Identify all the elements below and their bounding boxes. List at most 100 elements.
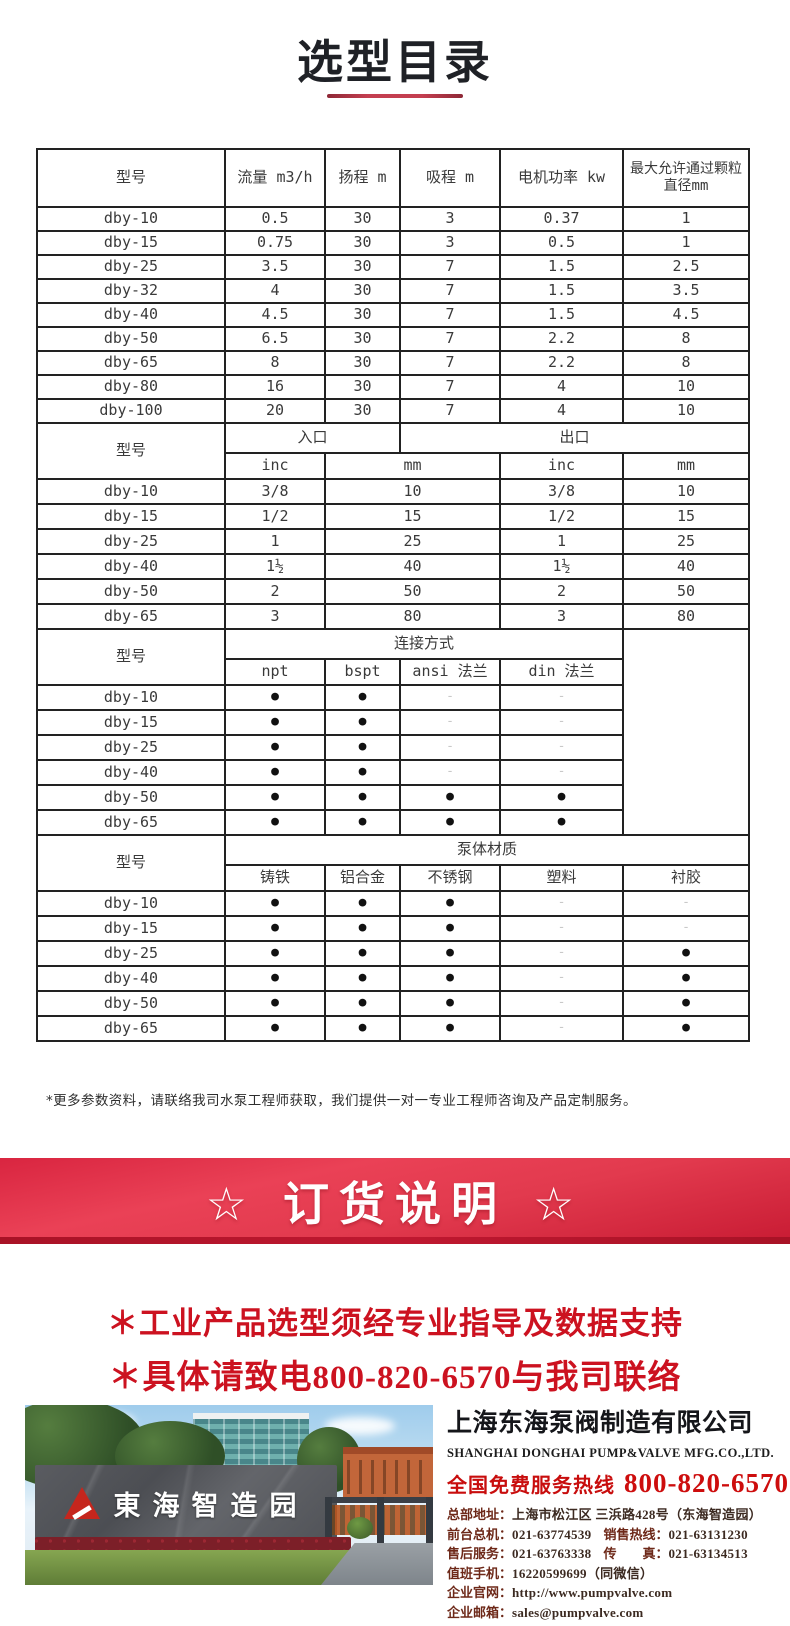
donghai-logo [63,1487,100,1520]
value-cell: - [399,734,501,761]
value-cell: 1/2 [224,503,326,530]
slogan-line-1: ＊工业产品选型须经专业指导及数据支持 [107,1306,683,1341]
value-cell: 3 [499,603,625,630]
value-cell: 30 [324,230,401,256]
value-cell: 7 [399,374,501,400]
value-cell: 0.75 [224,230,326,256]
orange-building [343,1447,433,1500]
header-model: 型号 [36,148,226,208]
value-cell: 30 [324,254,401,280]
value-cell: 7 [399,254,501,280]
value-cell: 30 [324,206,401,232]
header-stainless: 不锈钢 [399,864,501,892]
value-cell: ● [399,890,501,917]
value-cell: 3.5 [622,278,750,304]
value-cell: ● [224,1015,326,1042]
value-cell: 15 [323,503,502,530]
value-cell: ● [224,965,326,992]
header-model: 型号 [36,628,226,686]
header-particle: 最大允许通过颗粒直径mm [622,148,750,208]
model-cell: dby-40 [36,759,226,786]
header-inlet-inc: inc [224,452,326,480]
value-cell: - [621,890,751,917]
value-cell: ● [224,809,326,836]
table-row: dby-40 ● ● ● - ● [36,965,751,992]
model-cell: dby-40 [36,302,226,328]
flower-hedge [35,1537,351,1553]
value-cell: 4 [224,278,326,304]
value-cell: 40 [622,553,751,580]
header-rubber-lined: 衬胶 [621,864,751,892]
empty-cell [622,628,751,836]
contact-lines: 总部地址：上海市松江区 三浜路428号（东海智造园） 前台总机：021-6377… [447,1505,765,1622]
value-cell: 8 [622,326,750,352]
value-cell: - [498,734,625,761]
value-cell: 7 [399,326,501,352]
value-cell: 20 [224,398,326,424]
value-cell: 30 [324,326,401,352]
header-suction: 吸程 m [399,148,501,208]
contact-phones-2: 售后服务：021-63763338 传 真：021-63134513 [447,1546,748,1561]
entrance-gate [325,1497,433,1543]
value-cell: 30 [324,374,401,400]
value-cell: ● [224,784,326,811]
table-row: dby-25 3.5 30 7 1.5 2.5 [36,254,750,280]
value-cell: 30 [324,302,401,328]
table-row: dby-50 2 50 2 50 [36,578,751,605]
wall-sign-text: 東海智造园 [113,1490,309,1522]
model-cell: dby-15 [36,709,226,736]
value-cell: - [498,684,625,711]
slogan-line-2: ＊具体请致电800-820-6570与我司联络 [108,1360,682,1396]
table-row: dby-40 1½ 40 1½ 40 [36,553,751,580]
value-cell: 10 [323,478,502,505]
company-name-en: SHANGHAI DONGHAI PUMP&VALVE MFG.CO.,LTD. [447,1446,775,1460]
value-cell: - [499,940,624,967]
value-cell: 3 [399,206,501,232]
value-cell: ● [324,759,401,786]
value-cell: 2 [499,578,625,605]
table-row: dby-65 ● ● ● - ● [36,1015,751,1042]
header-inlet-mm: mm [323,452,502,480]
header-outlet-inc: inc [499,452,625,480]
material-table: 型号 泵体材质 铸铁 铝合金 不锈钢 塑料 衬胶 dby-10 ● ● ● - - dby-… [36,834,751,1042]
model-cell: dby-25 [36,254,226,280]
model-cell: dby-65 [36,809,226,836]
model-cell: dby-65 [36,603,226,630]
spec-table: 型号 流量 m3/h 扬程 m 吸程 m 电机功率 kw 最大允许通过颗粒直径m… [36,148,750,424]
value-cell: 15 [622,503,751,530]
value-cell: 50 [323,578,502,605]
value-cell: ● [224,759,326,786]
value-cell: 1.5 [499,278,624,304]
table-row: dby-80 16 30 7 4 10 [36,374,750,400]
hotline-label: 全国免费服务热线 [447,1473,615,1497]
value-cell: 0.5 [499,230,624,256]
value-cell: - [499,1015,624,1042]
value-cell: 2.2 [499,350,624,376]
value-cell: ● [324,684,401,711]
value-cell: 10 [622,398,750,424]
table-row: dby-15 ● ● - - [36,709,749,736]
value-cell: 8 [622,350,750,376]
value-cell: 7 [399,278,501,304]
value-cell: 80 [622,603,751,630]
value-cell: - [499,915,624,942]
value-cell: - [498,709,625,736]
value-cell: 1.5 [499,302,624,328]
header-plastic: 塑料 [499,864,624,892]
value-cell: - [499,965,624,992]
value-cell: ● [399,809,501,836]
value-cell: 30 [324,278,401,304]
model-cell: dby-50 [36,990,226,1017]
model-cell: dby-25 [36,528,226,555]
value-cell: 0.37 [499,206,624,232]
order-notice-title: ☆ 订货说明 ☆ [205,1177,585,1231]
value-cell: ● [498,784,625,811]
company-name: 上海东海泵阀制造有限公司 [447,1408,754,1437]
value-cell: ● [399,990,501,1017]
value-cell: 1½ [499,553,625,580]
value-cell: 4 [499,398,624,424]
value-cell: 2.2 [499,326,624,352]
model-cell: dby-15 [36,915,226,942]
value-cell: 50 [622,578,751,605]
model-cell: dby-25 [36,734,226,761]
